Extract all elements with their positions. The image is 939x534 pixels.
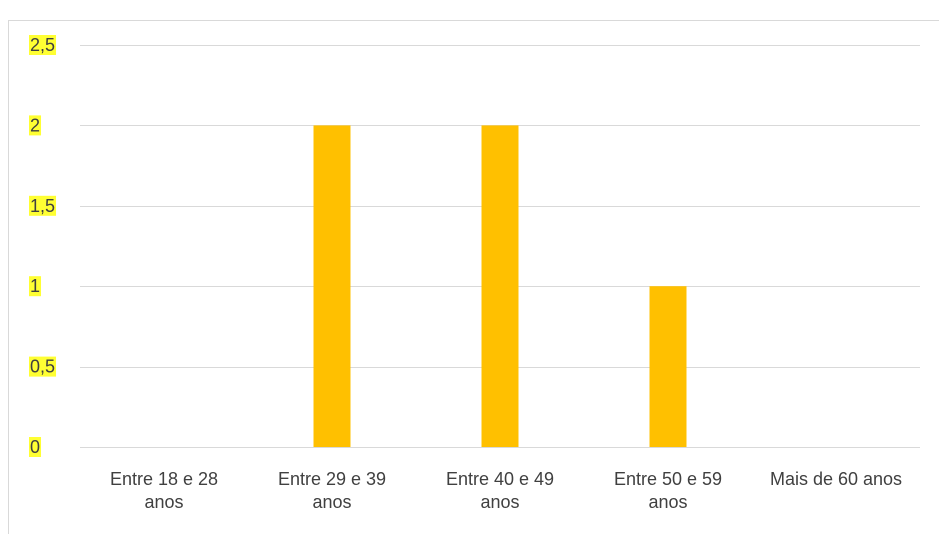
x-category-label-line: Entre 29 e 39 (278, 469, 386, 489)
y-axis-ticks: 0 0,5 1 1,5 2 2,5 (29, 35, 57, 457)
chart-frame: 0 0,5 1 1,5 2 2,5 Entre 18 e 28 anos Entre 29 e… (8, 20, 939, 534)
y-tick-highlight (29, 276, 42, 297)
y-tick-label: 1,5 (30, 196, 55, 216)
y-tick: 2,5 (29, 35, 57, 55)
y-tick: 2 (29, 115, 42, 136)
y-tick: 1 (29, 276, 42, 297)
x-category-label-line: anos (312, 492, 351, 512)
y-tick-label: 2,5 (30, 35, 55, 55)
x-category-label: Entre 40 e 49 anos (446, 469, 554, 512)
y-tick: 0 (29, 437, 42, 457)
y-tick-label: 1 (30, 276, 40, 296)
y-tick: 1,5 (29, 195, 57, 216)
x-category-label: Entre 50 e 59 anos (614, 469, 722, 512)
y-tick-highlight (29, 195, 57, 216)
bar (649, 286, 687, 447)
x-category-label-line: anos (144, 492, 183, 512)
x-category-label-line: Mais de 60 anos (770, 469, 902, 489)
y-tick-label: 2 (30, 115, 40, 135)
x-category-label: Entre 29 e 39 anos (278, 469, 386, 512)
y-tick-highlight (29, 356, 57, 377)
x-category-label-line: Entre 18 e 28 (110, 469, 218, 489)
y-tick: 0,5 (29, 356, 57, 377)
y-tick-label: 0 (30, 437, 40, 457)
x-category-label-line: anos (648, 492, 687, 512)
bar (481, 125, 519, 448)
bar (313, 125, 351, 448)
y-tick-highlight (29, 115, 42, 136)
x-category-label: Entre 18 e 28 anos (110, 469, 218, 512)
bars (313, 125, 687, 448)
x-category-label: Mais de 60 anos (770, 469, 902, 489)
chart-border (8, 20, 939, 534)
x-category-label-line: anos (480, 492, 519, 512)
x-category-label-line: Entre 40 e 49 (446, 469, 554, 489)
y-tick-highlight (29, 35, 57, 55)
x-category-label-line: Entre 50 e 59 (614, 469, 722, 489)
y-tick-label: 0,5 (30, 357, 55, 377)
y-tick-highlight (29, 437, 42, 457)
